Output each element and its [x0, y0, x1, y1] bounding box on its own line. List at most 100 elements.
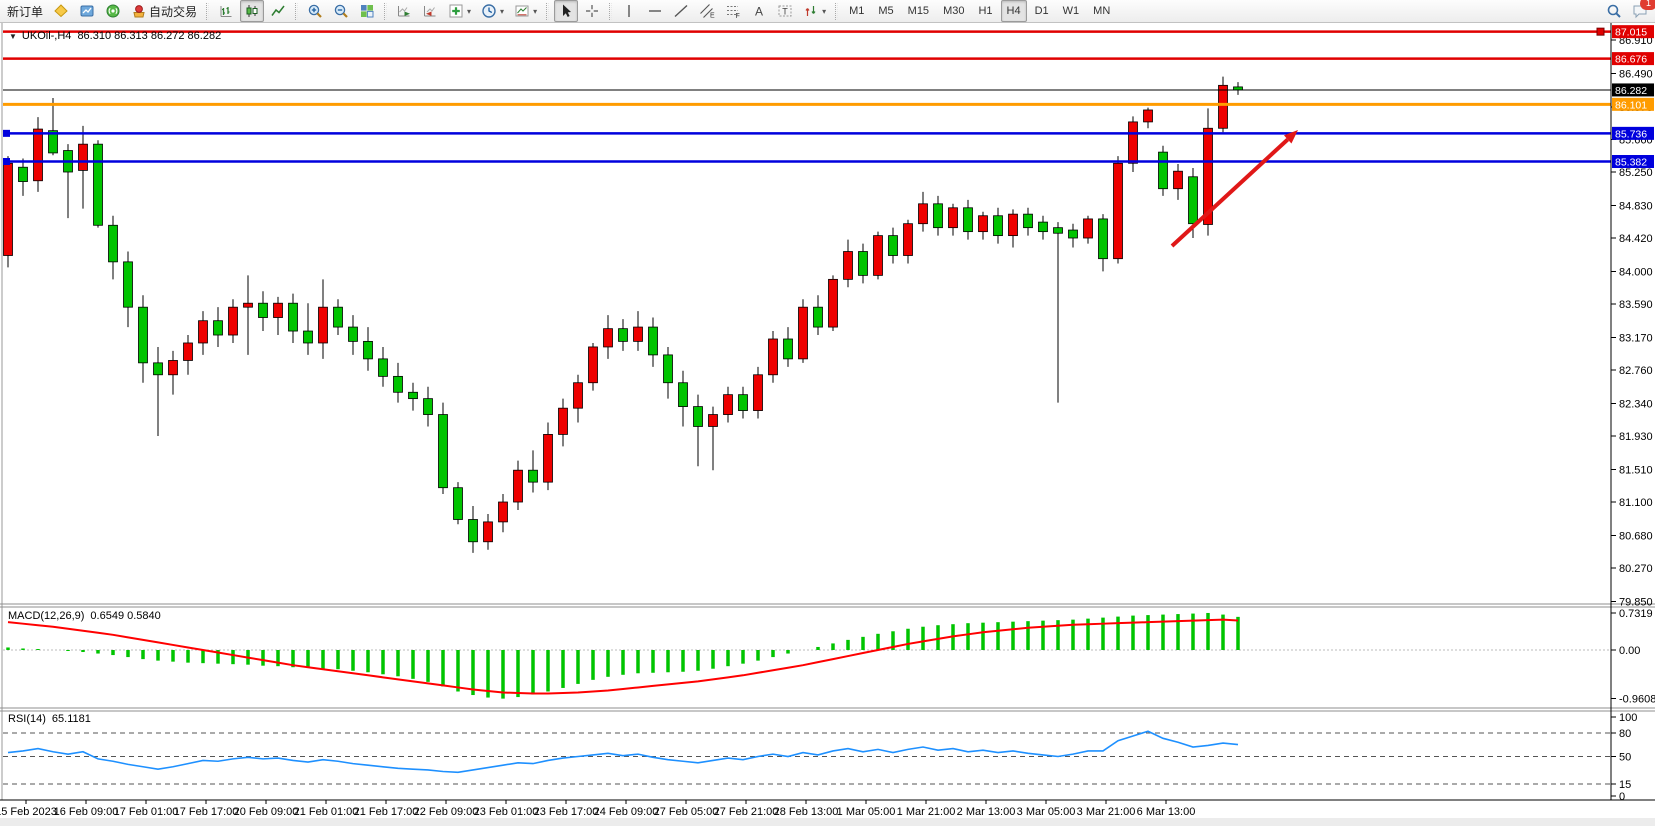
chart-title: ▼ UKOil-,H4 86.310 86.313 86.272 86.282	[9, 30, 221, 42]
text-a-icon: A	[751, 3, 767, 19]
line-handle[interactable]	[3, 158, 10, 166]
bearish-candle	[108, 224, 118, 263]
chart-shift-icon	[422, 3, 438, 19]
vertical-line-button[interactable]	[617, 0, 641, 22]
chart-shift-button[interactable]	[418, 0, 442, 22]
crosshair-icon	[584, 3, 600, 19]
text-button[interactable]: A	[747, 0, 771, 22]
timeframe-button-m15[interactable]: M15	[907, 5, 930, 17]
bearish-candle	[528, 469, 538, 483]
timeframe-button-m30[interactable]: M30	[943, 5, 965, 17]
line-handle[interactable]	[1596, 27, 1605, 36]
bullish-candle	[1128, 121, 1138, 164]
bullish-candle	[483, 521, 493, 543]
new-order-button[interactable]: 新订单	[3, 0, 47, 22]
text-label-button[interactable]: T	[773, 0, 797, 22]
trend-arrow[interactable]	[1170, 138, 1290, 248]
time-tick-label: 6 Mar 13:00	[1137, 806, 1196, 818]
price-tick-label: 81.510	[1619, 464, 1653, 476]
line-chart-button[interactable]	[266, 0, 290, 22]
crosshair-button[interactable]	[580, 0, 604, 22]
chevron-down-icon: ▾	[533, 6, 538, 16]
price-tick-label: 82.760	[1619, 365, 1653, 377]
bearish-candle	[153, 362, 163, 376]
bullish-candle	[603, 328, 613, 348]
bearish-candle	[693, 406, 703, 427]
bearish-candle	[138, 306, 148, 364]
bullish-candle	[1083, 218, 1093, 239]
bar-chart-button[interactable]	[214, 0, 238, 22]
search-button[interactable]	[1602, 0, 1626, 22]
bullish-candle	[798, 306, 808, 360]
chart-collapse-icon[interactable]: ▼	[9, 32, 17, 41]
bullish-candle	[513, 469, 523, 503]
bearish-candle	[1188, 176, 1198, 225]
timeframe-button-mn[interactable]: MN	[1093, 5, 1111, 17]
bearish-candle	[648, 326, 658, 356]
toolbar-separator	[206, 2, 210, 20]
channel-icon: E	[699, 3, 715, 19]
candlestick-chart-button[interactable]	[240, 0, 265, 22]
signals-button[interactable]	[101, 0, 125, 22]
bullish-candle	[768, 338, 778, 376]
fibonacci-icon: F	[725, 3, 741, 19]
timeframe-button-h4[interactable]: H4	[1000, 0, 1027, 22]
time-tick-label: 23 Feb 17:00	[534, 806, 599, 818]
arrows-icon	[803, 3, 819, 19]
timeframe-button-h1[interactable]: H1	[978, 5, 993, 17]
bullish-candle	[918, 203, 928, 225]
periods-button[interactable]: ▾	[477, 0, 508, 22]
search-icon	[1606, 3, 1622, 19]
bullish-candle	[78, 143, 88, 171]
auto-trading-button[interactable]: 自动交易	[127, 0, 201, 22]
bearish-candle	[438, 414, 448, 489]
cursor-button[interactable]	[554, 0, 579, 22]
equidistant-channel-button[interactable]: E	[695, 0, 719, 22]
market-watch-button[interactable]	[49, 0, 73, 22]
arrows-button[interactable]: ▾	[799, 0, 830, 22]
rsi-tick-label: 100	[1619, 712, 1637, 724]
trendline-button[interactable]	[669, 0, 693, 22]
bullish-candle	[633, 326, 643, 342]
macd-indicator-label: MACD(12,26,9) 0.6549 0.5840	[8, 610, 161, 622]
zoom-out-button[interactable]	[329, 0, 353, 22]
rsi-name: RSI(14)	[8, 713, 46, 725]
bearish-candle	[738, 394, 748, 411]
zoom-in-icon	[307, 3, 323, 19]
horizontal-line-button[interactable]	[643, 0, 667, 22]
bearish-candle	[48, 130, 58, 154]
profiles-button[interactable]	[75, 0, 99, 22]
price-badge	[1612, 126, 1654, 140]
indicators-icon	[448, 3, 464, 19]
timeframe-button-m5[interactable]: M5	[878, 5, 894, 17]
rsi-tick-label: 50	[1619, 752, 1631, 764]
bearish-candle	[1158, 151, 1168, 190]
auto-scroll-button[interactable]	[392, 0, 416, 22]
candlestick-series	[3, 76, 1243, 553]
bullish-candle	[543, 434, 553, 483]
bullish-candle	[708, 414, 718, 427]
zoom-in-button[interactable]	[303, 0, 327, 22]
fibonacci-button[interactable]: F	[721, 0, 745, 22]
bearish-candle	[858, 251, 868, 276]
timeframe-button-m1[interactable]: M1	[849, 5, 865, 17]
indicators-button[interactable]: ▾	[444, 0, 475, 22]
price-tick-label: 80.270	[1619, 563, 1653, 575]
chevron-down-icon: ▾	[822, 6, 827, 16]
auto-trading-button-label: 自动交易	[149, 4, 198, 19]
bearish-candle	[123, 261, 133, 308]
notifications-button[interactable]: 1	[1628, 0, 1655, 22]
tile-windows-button[interactable]	[355, 0, 379, 22]
macd-values: 0.6549 0.5840	[90, 610, 161, 622]
bullish-candle	[1173, 170, 1183, 190]
timeframe-button-d1[interactable]: D1	[1034, 5, 1049, 17]
chevron-down-icon: ▾	[500, 6, 505, 16]
bullish-candle	[558, 407, 568, 435]
svg-text:T: T	[782, 7, 788, 17]
line-handle[interactable]	[3, 129, 10, 137]
timeframe-button-w1[interactable]: W1	[1062, 5, 1080, 17]
bullish-candle	[183, 342, 193, 361]
templates-button[interactable]: ▾	[510, 0, 541, 22]
cursor-icon	[558, 3, 574, 19]
